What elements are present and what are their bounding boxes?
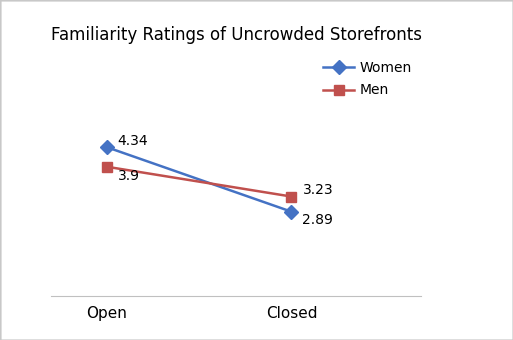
Text: Familiarity Ratings of Uncrowded Storefronts: Familiarity Ratings of Uncrowded Storefr… xyxy=(51,26,422,44)
Line: Men: Men xyxy=(102,162,296,201)
Text: 3.9: 3.9 xyxy=(118,169,140,183)
Women xyxy=(288,210,294,214)
Text: 2.89: 2.89 xyxy=(303,213,333,227)
Women xyxy=(104,145,110,149)
Text: 3.23: 3.23 xyxy=(303,183,333,197)
Men xyxy=(104,165,110,169)
Line: Women: Women xyxy=(102,142,296,217)
Men xyxy=(288,194,294,199)
Legend: Women, Men: Women, Men xyxy=(318,55,418,103)
Text: 4.34: 4.34 xyxy=(118,134,148,148)
